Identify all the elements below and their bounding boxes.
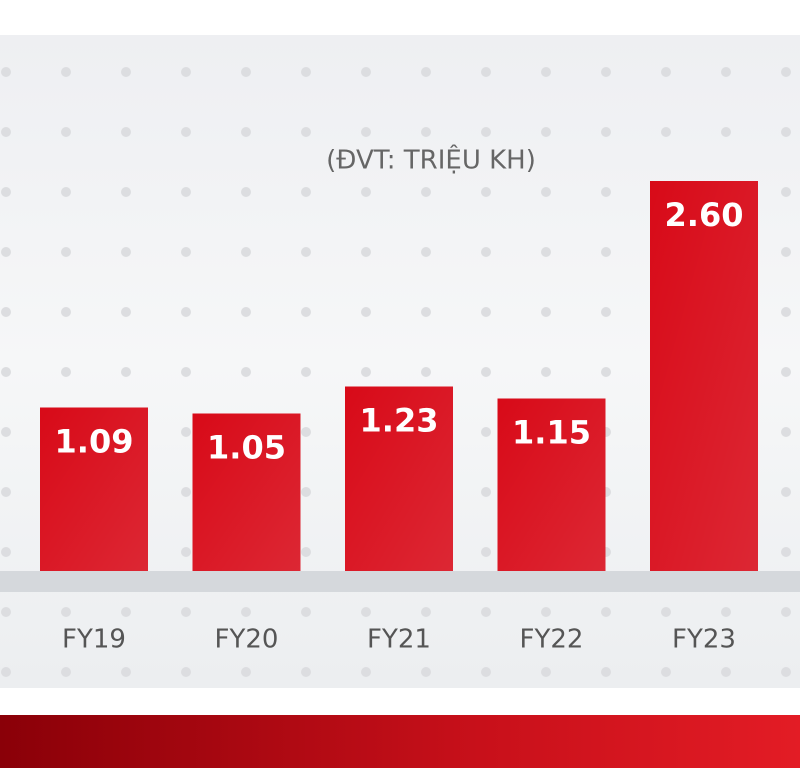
bar-shine — [192, 413, 301, 571]
x-tick-label: FY23 — [672, 625, 736, 655]
platform — [0, 571, 800, 592]
footer-band — [0, 715, 800, 768]
value-label: 1.09 — [55, 423, 134, 461]
value-label: 2.60 — [665, 196, 744, 234]
bar-shine — [497, 398, 606, 571]
bar-shine — [650, 181, 758, 571]
x-tick-label: FY21 — [367, 625, 431, 655]
x-tick-label: FY22 — [520, 625, 584, 655]
value-label: 1.05 — [207, 429, 286, 467]
value-label: 1.15 — [512, 414, 591, 452]
subtitle: (ĐVT: TRIỆU KH) — [326, 144, 536, 176]
bar-shine — [40, 407, 148, 571]
x-tick-label: FY20 — [215, 625, 279, 655]
bar-shine — [345, 386, 453, 571]
x-tick-label: FY19 — [62, 625, 126, 655]
value-label: 1.23 — [360, 402, 439, 440]
